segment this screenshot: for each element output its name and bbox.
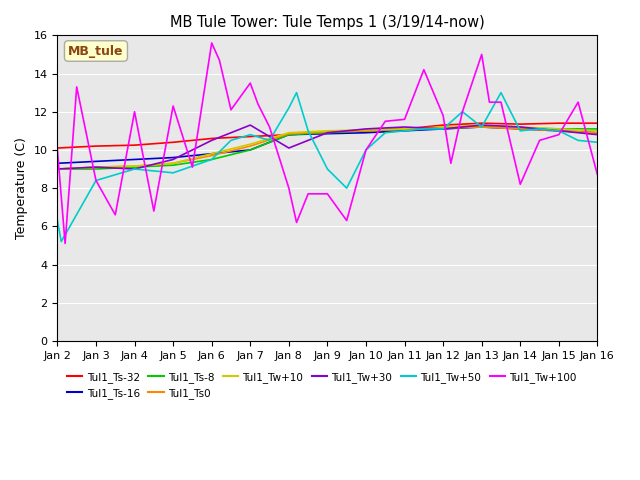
Text: MB_tule: MB_tule (68, 45, 124, 58)
Title: MB Tule Tower: Tule Temps 1 (3/19/14-now): MB Tule Tower: Tule Temps 1 (3/19/14-now… (170, 15, 484, 30)
Legend: Tul1_Ts-32, Tul1_Ts-16, Tul1_Ts-8, Tul1_Ts0, Tul1_Tw+10, Tul1_Tw+30, Tul1_Tw+50,: Tul1_Ts-32, Tul1_Ts-16, Tul1_Ts-8, Tul1_… (63, 368, 581, 403)
Y-axis label: Temperature (C): Temperature (C) (15, 137, 28, 239)
